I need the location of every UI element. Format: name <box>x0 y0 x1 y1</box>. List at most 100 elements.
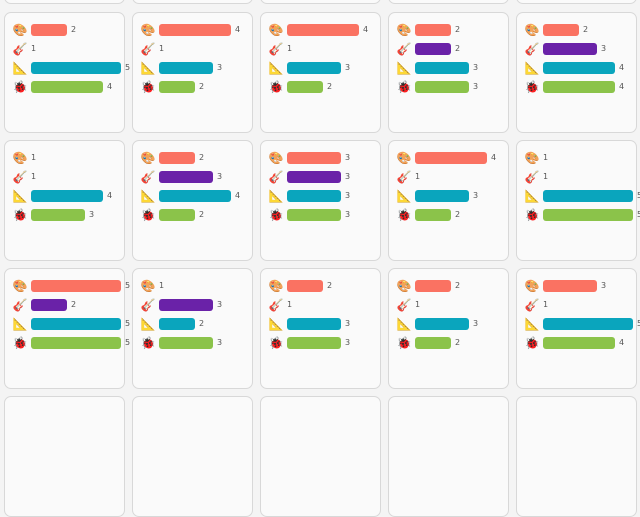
bar-track: 1 <box>415 298 420 312</box>
bar-track: 5 <box>543 208 640 222</box>
palette-bar <box>415 24 451 36</box>
bar-track: 3 <box>287 61 350 75</box>
stat-card[interactable]: 🎨 2 🎸 1 📐 5 🐞 4 <box>4 12 130 133</box>
palette-value: 1 <box>543 153 549 162</box>
bar-track: 2 <box>159 208 204 222</box>
ladybug-icon: 🐞 <box>268 208 284 222</box>
guitar-icon: 🎸 <box>524 170 540 184</box>
ruler-icon: 📐 <box>268 189 284 203</box>
ladybug-value: 3 <box>345 210 351 219</box>
bar-track: 4 <box>159 189 240 203</box>
stat-card[interactable]: 🎨 1 🎸 1 📐 4 🐞 3 <box>4 140 125 261</box>
palette-icon: 🎨 <box>524 23 540 37</box>
palette-value: 1 <box>31 153 37 162</box>
stat-row-guitar: 🎸 1 <box>396 170 421 184</box>
stat-card[interactable]: 🎨 3 🎸 3 📐 3 🐞 3 <box>260 140 381 261</box>
card-partial-top[interactable] <box>388 0 509 4</box>
ruler-bar <box>415 190 469 202</box>
stat-row-palette: 🎨 1 <box>12 151 37 165</box>
guitar-value: 1 <box>415 172 421 181</box>
stat-card[interactable]: 🎨 4 🎸 1 📐 3 🐞 2 <box>388 140 509 261</box>
card-partial-top[interactable] <box>4 0 125 4</box>
ladybug-value: 4 <box>107 82 113 91</box>
stat-row-guitar: 🎸 2 <box>12 298 77 312</box>
stat-card[interactable]: 🎨 4 🎸 1 📐 3 🐞 2 <box>132 12 253 133</box>
stat-card[interactable]: 🎨 2 🎸 3 📐 4 🐞 2 <box>132 140 253 261</box>
ruler-value: 5 <box>637 191 640 200</box>
stat-row-ruler: 📐 3 <box>268 189 351 203</box>
ruler-value: 4 <box>107 191 113 200</box>
ruler-icon: 📐 <box>524 61 540 75</box>
stat-row-palette: 🎨 3 <box>524 279 607 293</box>
stat-row-palette: 🎨 2 <box>524 23 589 37</box>
ruler-icon: 📐 <box>12 61 28 75</box>
guitar-value: 1 <box>415 300 421 309</box>
palette-icon: 🎨 <box>524 151 540 165</box>
ruler-bar <box>543 318 633 330</box>
ruler-bar <box>415 318 469 330</box>
card-partial-bottom[interactable] <box>516 396 637 517</box>
palette-value: 2 <box>199 153 205 162</box>
stat-card[interactable]: 🎨 5 🎸 2 📐 5 🐞 5 <box>4 268 130 389</box>
card-partial-top[interactable] <box>260 0 381 4</box>
card-partial-bottom[interactable] <box>388 396 509 517</box>
stat-row-guitar: 🎸 3 <box>140 170 223 184</box>
palette-icon: 🎨 <box>12 279 28 293</box>
stat-card[interactable]: 🎨 2 🎸 3 📐 4 🐞 4 <box>516 12 637 133</box>
palette-bar <box>287 24 359 36</box>
stat-row-ladybug: 🐞 3 <box>268 208 351 222</box>
palette-icon: 🎨 <box>12 151 28 165</box>
ladybug-icon: 🐞 <box>12 208 28 222</box>
stat-row-palette: 🎨 4 <box>140 23 241 37</box>
palette-bar <box>415 280 451 292</box>
stat-card[interactable]: 🎨 2 🎸 1 📐 3 🐞 2 <box>388 268 509 389</box>
stat-card[interactable]: 🎨 2 🎸 1 📐 3 🐞 3 <box>260 268 381 389</box>
stat-card[interactable]: 🎨 1 🎸 1 📐 5 🐞 5 <box>516 140 640 261</box>
bar-track: 5 <box>31 336 130 350</box>
palette-value: 2 <box>455 25 461 34</box>
bar-track: 2 <box>543 23 588 37</box>
bar-track: 3 <box>543 279 606 293</box>
ruler-icon: 📐 <box>396 317 412 331</box>
bar-track: 4 <box>415 151 496 165</box>
ladybug-bar <box>159 81 195 93</box>
palette-value: 2 <box>327 281 333 290</box>
palette-value: 2 <box>583 25 589 34</box>
stat-row-ladybug: 🐞 3 <box>268 336 351 350</box>
card-partial-top[interactable] <box>516 0 637 4</box>
bar-track: 2 <box>415 336 460 350</box>
ladybug-icon: 🐞 <box>396 208 412 222</box>
palette-bar <box>543 24 579 36</box>
stat-card[interactable]: 🎨 3 🎸 1 📐 5 🐞 4 <box>516 268 640 389</box>
stat-card[interactable]: 🎨 4 🎸 1 📐 3 🐞 2 <box>260 12 381 133</box>
card-partial-bottom[interactable] <box>260 396 381 517</box>
stat-row-ladybug: 🐞 3 <box>140 336 223 350</box>
stat-row-ladybug: 🐞 3 <box>12 208 95 222</box>
bar-track: 4 <box>287 23 368 37</box>
ruler-icon: 📐 <box>268 317 284 331</box>
stat-row-guitar: 🎸 1 <box>524 170 549 184</box>
palette-bar <box>31 280 121 292</box>
guitar-value: 1 <box>543 300 549 309</box>
card-partial-bottom[interactable] <box>4 396 125 517</box>
guitar-bar <box>287 171 341 183</box>
bar-track: 4 <box>543 336 624 350</box>
stat-card[interactable]: 🎨 1 🎸 3 📐 2 🐞 3 <box>132 268 253 389</box>
ruler-value: 3 <box>473 319 479 328</box>
guitar-value: 1 <box>287 300 293 309</box>
card-partial-bottom[interactable] <box>132 396 253 517</box>
ladybug-bar <box>287 81 323 93</box>
stat-row-ruler: 📐 3 <box>396 317 479 331</box>
stat-row-palette: 🎨 3 <box>268 151 351 165</box>
ladybug-bar <box>159 337 213 349</box>
guitar-value: 3 <box>345 172 351 181</box>
ruler-value: 4 <box>235 191 241 200</box>
bar-track: 1 <box>287 42 292 56</box>
guitar-bar <box>159 299 213 311</box>
stat-row-ladybug: 🐞 4 <box>12 80 113 94</box>
ruler-value: 5 <box>125 319 131 328</box>
card-partial-top[interactable] <box>132 0 253 4</box>
stat-row-palette: 🎨 2 <box>396 279 461 293</box>
palette-value: 4 <box>235 25 241 34</box>
stat-card[interactable]: 🎨 2 🎸 2 📐 3 🐞 3 <box>388 12 509 133</box>
